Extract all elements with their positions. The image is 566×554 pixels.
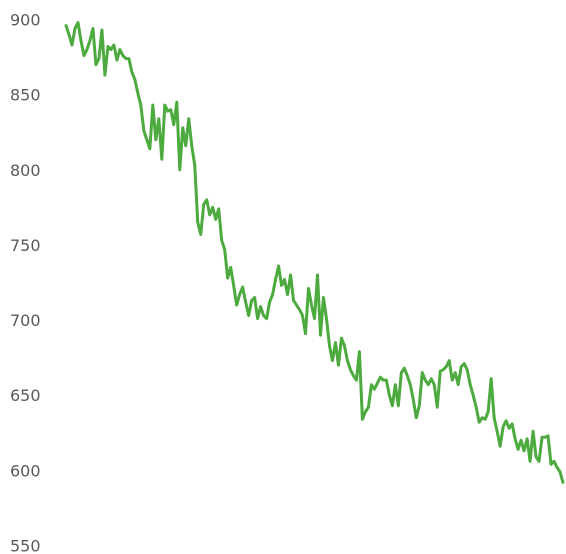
data-line	[64, 21, 565, 484]
y-tick-label: 850	[10, 86, 41, 105]
y-tick-label: 550	[10, 537, 41, 554]
y-tick-label: 600	[10, 461, 41, 480]
y-tick-label: 900	[10, 11, 41, 30]
y-tick-label: 800	[10, 161, 41, 180]
y-tick-label: 700	[10, 311, 41, 330]
y-tick-label: 650	[10, 386, 41, 405]
y-tick-label: 750	[10, 236, 41, 255]
